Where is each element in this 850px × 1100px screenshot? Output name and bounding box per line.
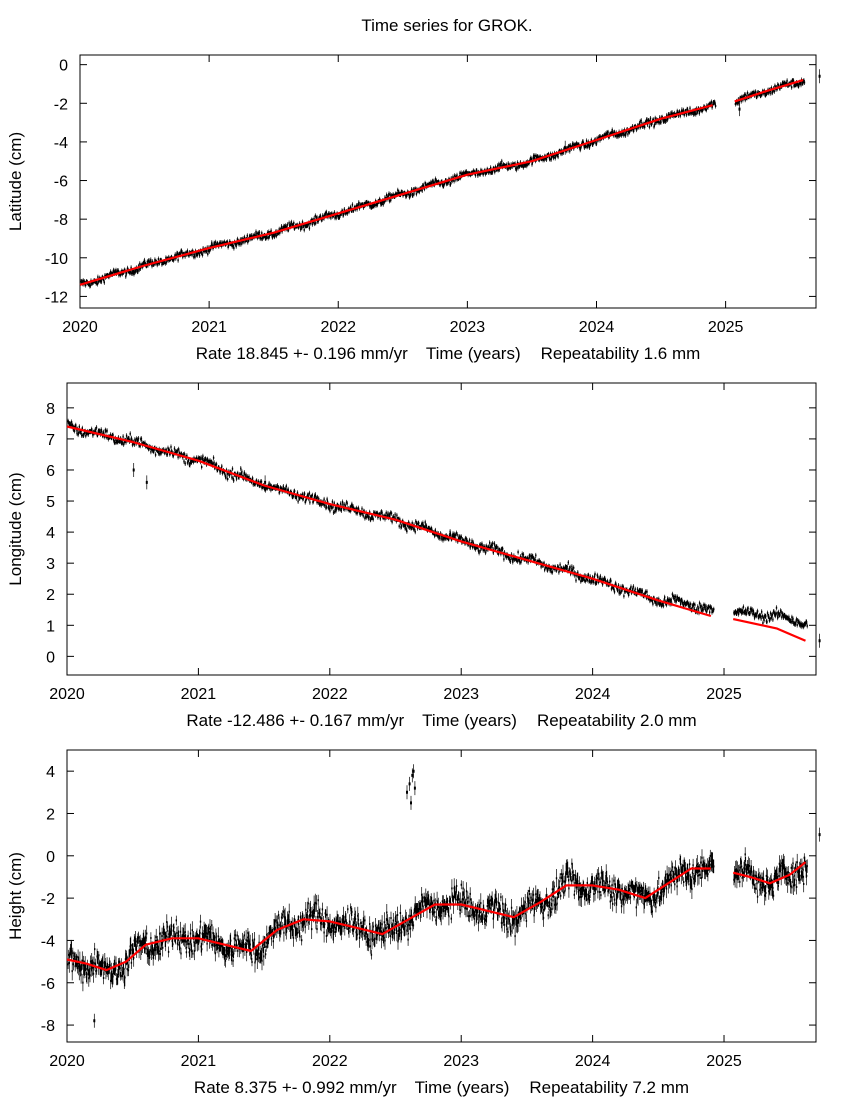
longitude-ytick-label: 4 [46,525,55,542]
latitude-ytick-label: -4 [54,135,68,152]
latitude-plot-frame [79,54,817,309]
height-xtick-label: 2025 [706,1053,742,1070]
latitude-xtick-label: 2020 [62,319,98,336]
longitude-ytick-label: 3 [46,556,55,573]
latitude-xtick-label: 2021 [191,319,227,336]
figure-title: Time series for GROK. [361,16,532,35]
height-ytick-label: -8 [41,1018,55,1035]
longitude-ytick-label: 8 [46,401,55,418]
height-panel: 4 2 0 -2 -4 -6 -8 2020 2021 2022 2023 2024 2025 Heigh… [6,749,821,1097]
latitude-fit-line [79,104,713,286]
latitude-ytick-label: -12 [45,289,68,306]
height-error-bars [67,764,820,1028]
height-rate-label: Rate 8.375 +- 0.992 mm/yr [194,1078,397,1097]
longitude-xtick-label: 2021 [181,686,217,703]
longitude-ytick-label: 2 [46,587,55,604]
longitude-fit-line [66,425,712,618]
latitude-fit-line-2025 [734,79,804,103]
longitude-panel: 0 1 2 3 4 5 6 7 8 2020 2021 2022 2023 2024 2025 Longitu… [6,382,821,730]
height-repeatability-label: Repeatability 7.2 mm [529,1078,689,1097]
longitude-plot-frame [66,382,817,676]
height-xtick-label: 2020 [49,1053,85,1070]
longitude-repeatability-label: Repeatability 2.0 mm [537,711,697,730]
height-plot-frame [66,749,817,1043]
latitude-xtick-label: 2022 [320,319,356,336]
latitude-ytick-label: -10 [45,251,68,268]
latitude-ytick-label: -2 [54,96,68,113]
longitude-xtick-label: 2020 [49,686,85,703]
longitude-observations [67,420,821,643]
height-xtick-label: 2022 [312,1053,348,1070]
longitude-fit-line-2025 [732,618,806,642]
height-xtick-label: 2023 [443,1053,479,1070]
height-time-label: Time (years) [415,1078,510,1097]
height-ytick-label: -2 [41,891,55,908]
longitude-ytick-label: 1 [46,618,55,635]
height-xlabel: Rate 8.375 +- 0.992 mm/yr Time (years) Rep… [194,1078,689,1097]
height-ytick-label: 2 [46,806,55,823]
height-xtick-label: 2021 [181,1053,217,1070]
longitude-data-points [67,418,821,648]
height-ytick-label: 4 [46,764,55,781]
longitude-rate-label: Rate -12.486 +- 0.167 mm/yr [186,711,404,730]
latitude-ytick-label: -8 [54,212,68,229]
latitude-ytick-label: -6 [54,174,68,191]
latitude-time-label: Time (years) [426,344,521,363]
height-ytick-label: -4 [41,933,55,950]
longitude-ytick-label: 7 [46,432,55,449]
latitude-ylabel: Latitude (cm) [6,132,25,231]
latitude-panel: 0 -2 -4 -6 -8 -10 -12 2020 2021 2022 2023 2024 2025 L… [6,54,821,363]
longitude-xtick-label: 2025 [706,686,742,703]
latitude-rate-label: Rate 18.845 +- 0.196 mm/yr [196,344,408,363]
longitude-ytick-label: 0 [46,649,55,666]
height-ytick-label: -6 [41,976,55,993]
height-data-points [67,764,821,1028]
latitude-ytick-label: 0 [59,58,68,75]
latitude-xlabel: Rate 18.845 +- 0.196 mm/yr Time (years) Re… [196,344,701,363]
height-observations [67,769,821,1023]
longitude-xtick-label: 2024 [575,686,611,703]
longitude-ytick-label: 6 [46,463,55,480]
height-fit-line [66,867,711,972]
height-xtick-label: 2024 [575,1053,611,1070]
longitude-xlabel: Rate -12.486 +- 0.167 mm/yr Time (years) R… [186,711,696,730]
longitude-ylabel: Longitude (cm) [6,472,25,585]
latitude-xtick-label: 2024 [579,319,615,336]
height-ylabel: Height (cm) [6,852,25,940]
longitude-xtick-label: 2023 [443,686,479,703]
height-ytick-label: 0 [46,849,55,866]
height-fit-line-2025 [732,861,807,885]
latitude-repeatability-label: Repeatability 1.6 mm [541,344,701,363]
latitude-xtick-label: 2023 [450,319,486,336]
latitude-xtick-label: 2025 [708,319,744,336]
longitude-ytick-label: 5 [46,494,55,511]
longitude-time-label: Time (years) [422,711,517,730]
longitude-xtick-label: 2022 [312,686,348,703]
